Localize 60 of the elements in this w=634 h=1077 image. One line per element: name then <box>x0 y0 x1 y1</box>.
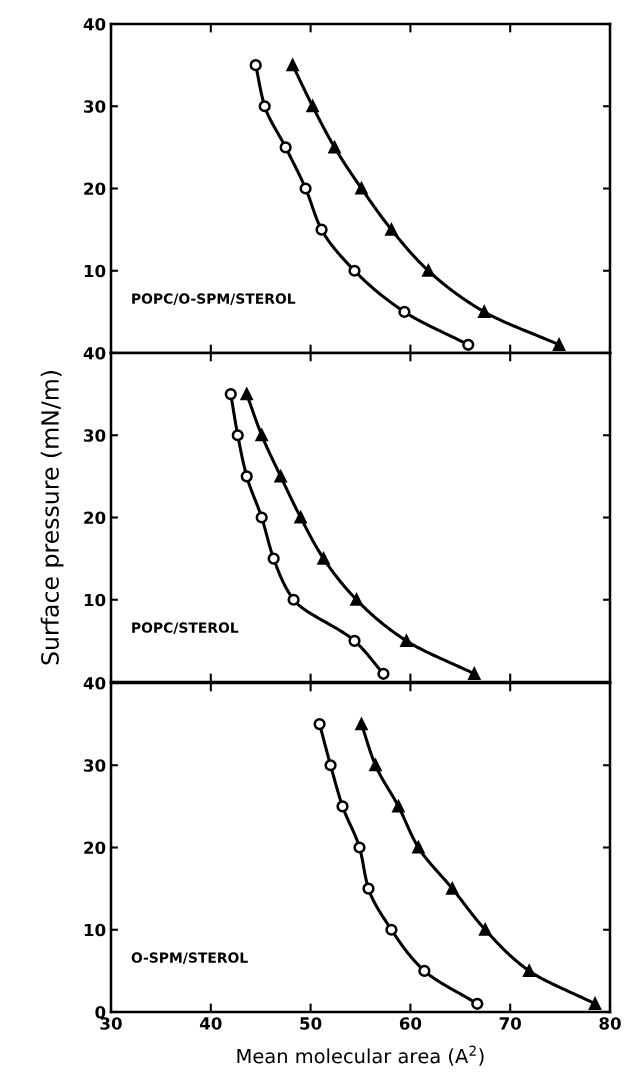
y-tick-label: 20 <box>84 841 106 855</box>
point <box>398 305 411 318</box>
point <box>588 997 602 1010</box>
point <box>258 100 271 113</box>
y-tick-label: 20 <box>84 182 106 196</box>
y-tick-label: 10 <box>84 264 106 278</box>
point <box>315 223 328 236</box>
point <box>317 552 330 565</box>
point <box>462 338 475 351</box>
annotation: POPC/O-SPM/STEROL <box>132 293 296 305</box>
y-tick-label: 30 <box>84 759 106 772</box>
point <box>336 800 349 813</box>
x-tick-label: 60 <box>399 1017 422 1030</box>
point <box>422 264 435 277</box>
y-tick-label: 40 <box>83 676 106 690</box>
point <box>279 141 292 154</box>
point <box>348 264 361 277</box>
point <box>348 634 361 647</box>
point <box>400 634 413 647</box>
y-tick-label: 30 <box>84 100 106 113</box>
annotation: POPC/STEROL <box>132 622 239 634</box>
y-tick-label: 40 <box>83 346 106 360</box>
point <box>350 593 363 606</box>
point <box>267 552 280 565</box>
point <box>385 223 398 236</box>
y-tick-label: 40 <box>83 17 106 31</box>
point <box>255 511 268 524</box>
point <box>471 997 484 1010</box>
y-tick-label: 20 <box>84 511 106 525</box>
point <box>377 667 390 680</box>
point <box>478 305 491 318</box>
y-tick-label: 10 <box>84 923 106 937</box>
x-tick-label: 50 <box>300 1017 322 1030</box>
y-tick-label: 0 <box>95 1005 106 1019</box>
point <box>299 182 312 195</box>
x-tick-label: 80 <box>599 1017 621 1030</box>
point <box>224 388 237 401</box>
point <box>552 338 566 351</box>
x-tick-label: 70 <box>499 1017 521 1030</box>
point <box>479 923 492 936</box>
point <box>523 964 536 977</box>
annotation: O-SPM/STEROL <box>131 952 248 964</box>
x-tick-label: 40 <box>199 1017 222 1030</box>
point <box>313 718 326 731</box>
point <box>418 964 431 977</box>
point <box>446 882 459 895</box>
point <box>240 470 253 483</box>
x-axis-title: Mean molecular area (A$^{2}$) <box>237 1045 484 1066</box>
point <box>287 593 300 606</box>
x-tick-label: 30 <box>100 1017 122 1030</box>
point <box>324 759 337 772</box>
y-tick-label: 10 <box>84 593 106 607</box>
point <box>249 59 262 72</box>
y-tick-label: 30 <box>84 429 106 442</box>
point <box>231 429 244 442</box>
point <box>468 667 481 680</box>
point <box>385 923 398 936</box>
point <box>353 841 366 854</box>
point <box>362 882 375 895</box>
y-axis-title: Surface pressure (mN/m) <box>40 371 64 665</box>
